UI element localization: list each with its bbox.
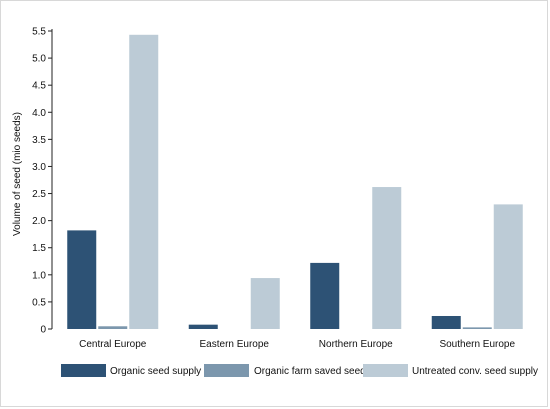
chart-legend: Organic seed supply Organic farm saved se…: [61, 364, 538, 377]
y-tick-label: 0.5: [32, 297, 46, 308]
bar-northern-europe-series-3: [372, 187, 402, 329]
legend-label: Organic seed supply: [110, 366, 201, 377]
legend-swatch: [363, 364, 408, 377]
bar-eastern-europe-series-3: [250, 278, 280, 329]
legend-label: Organic farm saved seed: [254, 366, 366, 377]
bar-northern-europe-series-1: [310, 262, 340, 329]
chart-bars: [67, 34, 523, 330]
x-tick-label: Eastern Europe: [200, 339, 270, 350]
legend-swatch: [61, 364, 106, 377]
y-tick-label: 3.5: [32, 135, 46, 146]
bar-southern-europe-series-3: [493, 204, 523, 329]
chart-axes: 0 0.5 1.0 1.5 2.0 2.5 3.0 3.5 4.0 4.5 5.0 5.5: [32, 27, 53, 336]
bar-southern-europe-series-2: [462, 327, 492, 329]
y-tick-label: 5.0: [32, 54, 46, 65]
x-tick-label: Northern Europe: [319, 339, 393, 350]
legend-swatch: [204, 364, 249, 377]
bar-central-europe-series-3: [129, 34, 159, 330]
x-tick-label: Southern Europe: [439, 339, 515, 350]
y-tick-label: 1.0: [32, 270, 46, 281]
y-tick-label: 0: [40, 325, 46, 336]
y-tick-label: 5.5: [32, 27, 46, 38]
bar-eastern-europe-series-1: [188, 324, 218, 329]
x-tick-labels: Central Europe Eastern Europe Northern Eur…: [79, 339, 515, 350]
y-axis-label: Volume of seed (mio seeds): [12, 112, 23, 236]
legend-label: Untreated conv. seed supply: [412, 366, 538, 377]
bar-central-europe-series-1: [67, 230, 97, 329]
y-tick-label: 3.0: [32, 162, 46, 173]
y-tick-label: 2.0: [32, 216, 46, 227]
x-tick-label: Central Europe: [79, 339, 147, 350]
y-tick-label: 4.0: [32, 108, 46, 119]
bar-central-europe-series-2: [98, 326, 128, 329]
y-tick-label: 2.5: [32, 189, 46, 200]
y-tick-label: 4.5: [32, 81, 46, 92]
y-tick-label: 1.5: [32, 243, 46, 254]
bar-southern-europe-series-1: [431, 315, 461, 329]
